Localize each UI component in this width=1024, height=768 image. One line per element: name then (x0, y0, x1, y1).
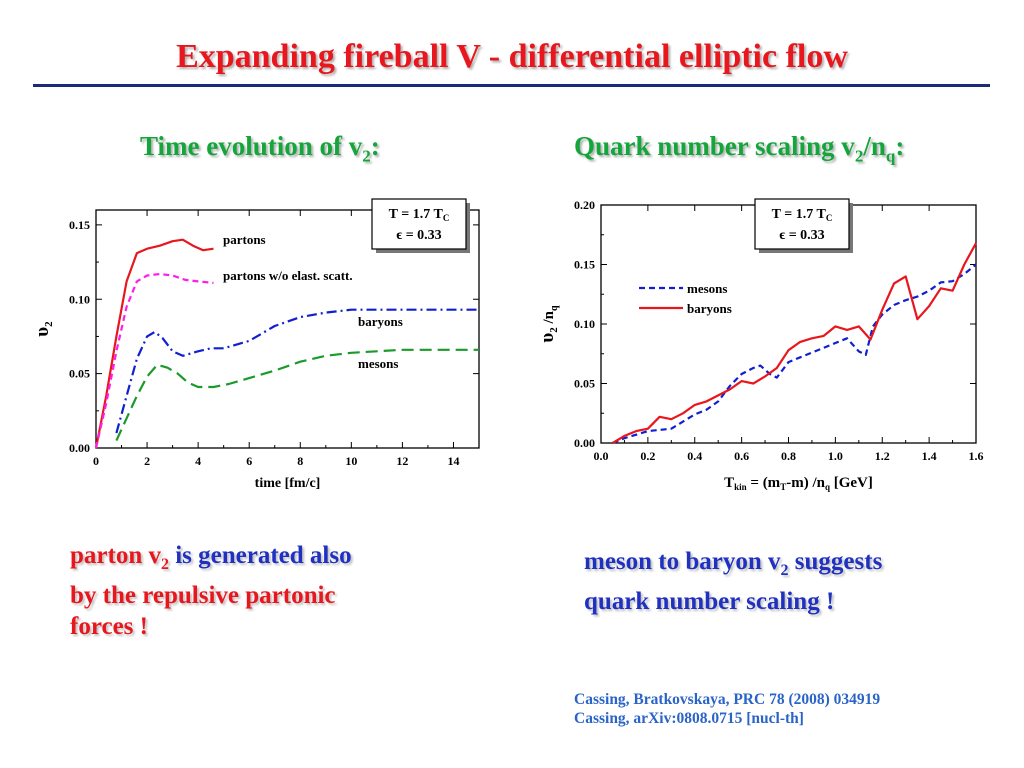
x-tick-label: 14 (447, 454, 459, 468)
x-tick-label: 10 (345, 454, 357, 468)
x-tick-label: 0.8 (781, 449, 796, 463)
plot-frame (95, 209, 480, 449)
y-tick-label: 0.05 (574, 377, 595, 391)
y-tick-label: 0.15 (574, 258, 595, 272)
series-line-partons-w-o-elast-scatt- (94, 272, 214, 449)
y-tick-label: 0.20 (574, 198, 595, 212)
x-tick-label: 12 (396, 454, 408, 468)
y-axis-label: υ2 /nq (537, 305, 560, 343)
x-axis-label: Tkin = (mT-m) /nq [GeV] (724, 475, 873, 492)
legend-label: partons (223, 232, 266, 247)
inset-line-1: T = 1.7 TC (389, 207, 450, 223)
inset-line-2: ϵ = 0.33 (779, 228, 824, 243)
x-tick-label: 0.4 (687, 449, 702, 463)
legend-label: baryons (687, 301, 732, 316)
chart-scaling: 0.0 0.2 0.4 0.6 0.8 1.0 1.2 1.4 1.6 0.00 0.05 0.10 0… (537, 198, 984, 492)
x-tick-label: 1.4 (922, 449, 937, 463)
x-tick-label: 0.0 (594, 449, 609, 463)
series-line-mesons (612, 263, 977, 445)
series-line-partons (94, 238, 214, 449)
legend-label: baryons (358, 314, 403, 329)
left-heading: Time evolution of v2: (140, 131, 380, 166)
y-tick-label: 0.00 (574, 436, 595, 450)
inset-box (754, 198, 850, 250)
inset-line-2: ϵ = 0.33 (396, 228, 441, 243)
reference-1[interactable]: Cassing, Bratkovskaya, PRC 78 (2008) 034… (574, 691, 881, 708)
legend-label: mesons (358, 356, 398, 371)
x-tick-label: 0.2 (640, 449, 655, 463)
x-tick-label: 1.0 (828, 449, 843, 463)
y-tick-label: 0.10 (69, 292, 90, 306)
legend-label: partons w/o elast. scatt. (223, 268, 353, 283)
right-heading: Quark number scaling v2/nq: (574, 131, 905, 166)
x-tick-label: 1.2 (875, 449, 890, 463)
y-tick-label: 0.00 (69, 441, 90, 455)
x-tick-label: 2 (144, 454, 150, 468)
x-tick-label: 1.6 (969, 449, 984, 463)
x-tick-label: 6 (246, 454, 252, 468)
series-line-baryons (115, 308, 479, 434)
y-tick-label: 0.10 (574, 317, 595, 331)
series-line-mesons (115, 348, 479, 442)
x-tick-label: 8 (297, 454, 303, 468)
x-tick-label: 0 (93, 454, 99, 468)
left-note: parton v2 is generated also by the repuls… (70, 542, 352, 640)
inset-line-1: T = 1.7 TC (772, 207, 833, 223)
reference-2[interactable]: Cassing, arXiv:0808.0715 [nucl-th] (574, 710, 804, 727)
y-tick-label: 0.15 (69, 218, 90, 232)
y-axis-label: υ2 (32, 321, 55, 337)
title-underline (33, 84, 990, 87)
slide-title: Expanding fireball V - differential elli… (176, 38, 848, 75)
chart-time: 0 2 4 6 8 10 12 14 0.00 0.05 0.10 0.15 partons parton… (32, 198, 480, 491)
legend-label: mesons (687, 281, 727, 296)
references: Cassing, Bratkovskaya, PRC 78 (2008) 034… (574, 690, 880, 728)
right-note: meson to baryon v2 suggests quark number … (584, 548, 883, 615)
inset-box (371, 198, 467, 250)
y-tick-label: 0.05 (69, 367, 90, 381)
x-tick-label: 4 (195, 454, 201, 468)
x-tick-label: 0.6 (734, 449, 749, 463)
series-line-baryons (612, 242, 977, 444)
x-axis-label: time [fm/c] (255, 476, 321, 491)
